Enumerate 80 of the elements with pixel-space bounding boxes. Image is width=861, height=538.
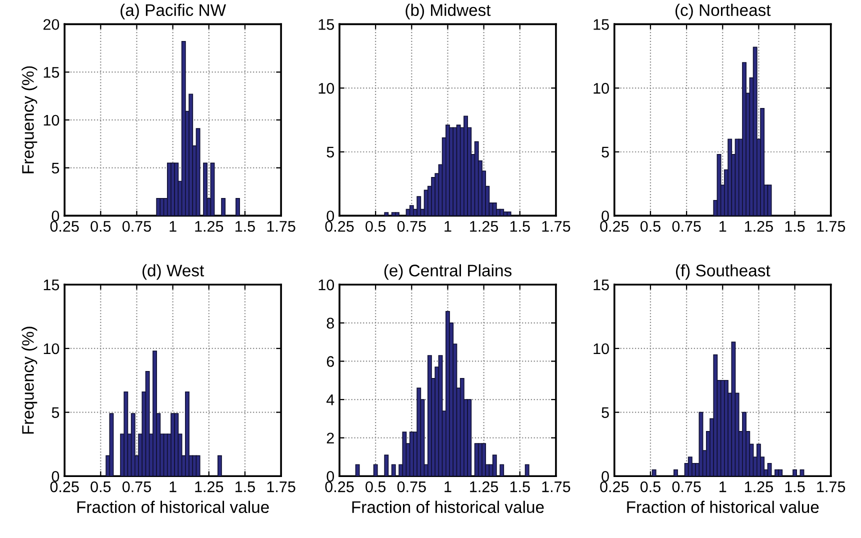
y-tick-label: 5 xyxy=(52,162,60,174)
x-tick-label: 1.25 xyxy=(470,220,498,232)
x-tick-label: 1 xyxy=(170,482,176,492)
x-tick-label: 1 xyxy=(720,221,726,232)
x-tick-label: 1.75 xyxy=(817,221,846,232)
y-tick-label: 0 xyxy=(602,471,609,482)
y-tick-label: 5 xyxy=(602,407,609,418)
y-tick-label: 15 xyxy=(44,67,60,78)
y-tick-label: 4 xyxy=(326,394,334,406)
x-tick-label: 0.5 xyxy=(90,220,111,232)
y-axis-title: Frequency (%) xyxy=(22,66,38,174)
x-tick-label: 0.5 xyxy=(640,220,660,232)
x-tick-label: 1.5 xyxy=(785,482,805,492)
x-tick-label: 1.5 xyxy=(510,482,530,492)
x-tick-label: 0.25 xyxy=(325,481,354,492)
x-tick-label: 1.5 xyxy=(785,221,805,232)
x-axis-title: Fraction of historical value xyxy=(352,500,544,514)
y-tick-label: 0 xyxy=(326,210,334,222)
y-tick-label: 10 xyxy=(594,82,609,94)
x-tick-label: 0.25 xyxy=(50,220,79,232)
chart-title: (f) Southeast xyxy=(676,264,770,280)
x-tick-label: 1.5 xyxy=(510,221,530,232)
x-axis-title: Fraction of historical value xyxy=(627,500,819,514)
x-tick-label: 0.75 xyxy=(122,481,151,492)
x-tick-label: 0.25 xyxy=(325,220,354,232)
y-tick-label: 5 xyxy=(602,146,609,158)
x-tick-label: 0.75 xyxy=(397,220,426,232)
y-tick-label: 10 xyxy=(44,114,60,126)
x-tick-label: 0.75 xyxy=(397,481,426,492)
chart-title: (b) Midwest xyxy=(406,4,491,20)
x-tick-label: 0.25 xyxy=(600,220,629,232)
y-tick-label: 6 xyxy=(326,356,334,367)
x-tick-label: 1 xyxy=(444,221,452,232)
x-tick-label: 1.25 xyxy=(470,481,498,492)
y-tick-label: 15 xyxy=(318,19,334,30)
x-tick-label: 1.5 xyxy=(236,482,255,492)
y-tick-label: 10 xyxy=(594,343,609,354)
x-tick-label: 1 xyxy=(720,482,726,492)
x-tick-label: 0.75 xyxy=(672,220,701,232)
x-tick-label: 1.25 xyxy=(745,220,773,232)
y-axis-title: Frequency (%) xyxy=(22,326,38,434)
x-tick-label: 1.25 xyxy=(195,220,224,232)
x-tick-label: 1 xyxy=(444,482,452,492)
x-tick-label: 1.25 xyxy=(195,481,224,492)
y-tick-label: 15 xyxy=(44,280,60,290)
x-tick-label: 1.75 xyxy=(817,482,846,492)
chart-title: (e) Central Plains xyxy=(384,264,512,280)
x-tick-label: 0.5 xyxy=(366,220,386,232)
y-tick-label: 2 xyxy=(326,432,334,444)
x-tick-label: 0.5 xyxy=(366,481,386,492)
x-tick-label: 0.25 xyxy=(50,481,79,492)
x-tick-label: 0.5 xyxy=(640,481,660,492)
x-tick-label: 1.5 xyxy=(236,221,255,232)
y-tick-label: 0 xyxy=(326,471,334,482)
y-tick-label: 8 xyxy=(326,318,334,329)
x-tick-label: 0.5 xyxy=(90,481,111,492)
y-tick-label: 5 xyxy=(326,146,334,158)
y-tick-label: 10 xyxy=(44,343,60,354)
y-tick-label: 15 xyxy=(594,19,609,30)
y-tick-label: 20 xyxy=(43,19,60,30)
x-axis-title: Fraction of historical value xyxy=(77,500,269,514)
x-tick-label: 1.25 xyxy=(745,481,773,492)
y-tick-label: 10 xyxy=(318,82,334,94)
x-tick-label: 1.75 xyxy=(542,221,570,232)
y-tick-label: 15 xyxy=(594,280,609,290)
y-tick-label: 0 xyxy=(52,471,60,482)
x-tick-label: 1.75 xyxy=(542,482,570,492)
x-tick-label: 1.75 xyxy=(267,221,296,232)
chart-title: (c) Northeast xyxy=(676,4,771,20)
x-tick-label: 0.75 xyxy=(122,220,151,232)
y-tick-label: 0 xyxy=(52,210,60,222)
x-tick-label: 1.75 xyxy=(267,482,296,492)
x-tick-label: 0.75 xyxy=(672,481,701,492)
x-tick-label: 0.25 xyxy=(600,481,629,492)
chart-title: (d) West xyxy=(142,264,204,280)
y-tick-label: 0 xyxy=(602,210,609,222)
y-tick-label: 10 xyxy=(318,280,334,290)
chart-title: (a) Pacific NW xyxy=(120,4,226,20)
y-tick-label: 5 xyxy=(52,407,60,418)
x-tick-label: 1 xyxy=(170,221,176,232)
